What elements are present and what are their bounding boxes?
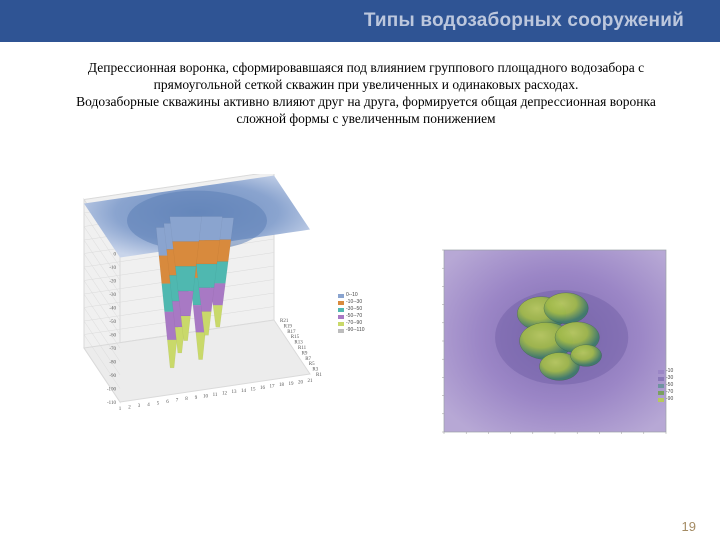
- heatmap-chart: -10-30-50-70-90: [436, 242, 674, 440]
- slide: Типы водозаборных сооружений Депрессионн…: [0, 0, 720, 540]
- title-bar: Типы водозаборных сооружений: [0, 0, 720, 42]
- figures-area: 0-10-20-30-40-50-60-70-80-90-100-1101234…: [0, 174, 720, 520]
- svg-text:R17: R17: [287, 330, 296, 335]
- svg-text:-110: -110: [107, 401, 116, 406]
- svg-text:7: 7: [176, 399, 179, 404]
- svg-text:R5: R5: [309, 362, 315, 367]
- paragraph-1: Депрессионная воронка, сформировавшаяся …: [60, 60, 672, 94]
- heatmap-svg: [436, 242, 674, 440]
- svg-text:11: 11: [213, 393, 218, 398]
- title-text: Типы водозаборных сооружений: [364, 10, 684, 32]
- surface-3d-chart: 0-10-20-30-40-50-60-70-80-90-100-1101234…: [62, 174, 382, 464]
- svg-text:R19: R19: [284, 324, 293, 329]
- svg-text:13: 13: [232, 390, 238, 395]
- svg-text:20: 20: [298, 380, 304, 385]
- svg-text:10: 10: [203, 394, 209, 399]
- svg-text:6: 6: [166, 400, 169, 405]
- svg-text:17: 17: [270, 385, 276, 390]
- svg-text:R13: R13: [294, 341, 303, 346]
- svg-text:R1: R1: [316, 373, 322, 378]
- page-number: 19: [682, 519, 696, 534]
- svg-text:R15: R15: [291, 335, 300, 340]
- svg-text:R11: R11: [298, 346, 307, 351]
- svg-text:4: 4: [147, 403, 150, 408]
- svg-text:15: 15: [251, 387, 257, 392]
- svg-text:R3: R3: [312, 368, 318, 373]
- body-text: Депрессионная воронка, сформировавшаяся …: [0, 42, 720, 138]
- svg-text:16: 16: [260, 386, 266, 391]
- svg-text:R21: R21: [280, 319, 289, 324]
- surface-3d-svg: 0-10-20-30-40-50-60-70-80-90-100-1101234…: [62, 174, 382, 464]
- svg-text:9: 9: [195, 396, 198, 401]
- paragraph-2: Водозаборные скважины активно влияют дру…: [60, 94, 672, 128]
- svg-text:12: 12: [222, 392, 228, 397]
- svg-text:18: 18: [279, 383, 285, 388]
- svg-text:19: 19: [289, 382, 295, 387]
- svg-text:R7: R7: [305, 357, 311, 362]
- svg-text:21: 21: [308, 379, 314, 384]
- svg-text:8: 8: [185, 397, 188, 402]
- svg-text:5: 5: [157, 401, 160, 406]
- heatmap-legend: -10-30-50-70-90: [658, 368, 673, 403]
- svg-text:14: 14: [241, 389, 247, 394]
- svg-text:1: 1: [119, 407, 122, 412]
- svg-text:2: 2: [128, 406, 131, 411]
- surface-3d-legend: 0--10-10--30-30--50-50--70-70--90-90--11…: [338, 292, 365, 334]
- svg-text:-100: -100: [107, 388, 117, 393]
- svg-text:3: 3: [138, 404, 141, 409]
- svg-text:R9: R9: [302, 351, 308, 356]
